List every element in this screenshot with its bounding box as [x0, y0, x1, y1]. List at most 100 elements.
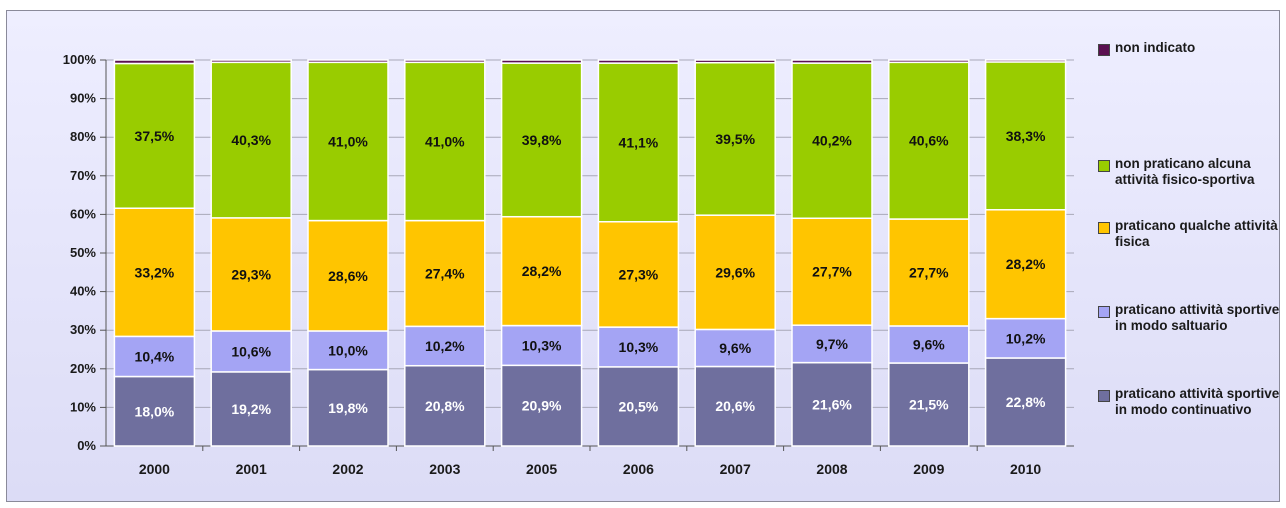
bar-segment: [694, 59, 776, 64]
bar-segment: [500, 215, 583, 327]
legend-swatch: [1098, 306, 1110, 318]
y-tick-label: 10%: [70, 399, 96, 414]
bar-segment: [694, 365, 776, 447]
bar-segment: [694, 214, 776, 331]
bar-segment: [210, 371, 292, 447]
bar-segment: [791, 324, 873, 364]
data-label: 29,3%: [231, 266, 271, 282]
x-tick-label: 2001: [236, 461, 267, 477]
data-label: 38,3%: [1006, 128, 1046, 144]
x-tick-label: 2003: [429, 461, 460, 477]
bar-segment: [984, 317, 1067, 359]
data-label: 21,6%: [812, 396, 852, 412]
data-label: 41,1%: [619, 134, 659, 150]
bar-segment: [404, 59, 486, 64]
bar-segment: [597, 62, 680, 223]
data-label: 10,2%: [1006, 330, 1046, 346]
data-label: 28,6%: [328, 268, 368, 284]
data-label: 28,2%: [1006, 256, 1046, 272]
data-label: 41,0%: [425, 133, 465, 149]
y-tick-label: 90%: [70, 91, 96, 106]
data-label: 20,8%: [425, 398, 465, 414]
data-label: 10,6%: [231, 343, 271, 359]
data-label: 27,3%: [619, 266, 659, 282]
data-label: 10,4%: [135, 348, 175, 364]
bar-segment: [888, 59, 970, 64]
x-tick-label: 2008: [816, 461, 847, 477]
legend-label: praticano attività sportive in modo cont…: [1115, 386, 1280, 417]
stacked-bar-chart: 0% 10% 20% 30% 40% 50% 60% 70% 80% 90% 100% 18,0% 10…: [63, 52, 1074, 477]
data-label: 27,7%: [812, 264, 852, 280]
data-label: 9,6%: [913, 336, 945, 352]
y-tick-label: 100%: [63, 52, 97, 67]
y-tick-label: 50%: [70, 245, 96, 260]
legend-swatch: [1098, 160, 1110, 172]
bar-segment: [113, 375, 196, 447]
y-tick-label: 0%: [77, 438, 96, 453]
bar-segment: [791, 217, 873, 326]
legend-label: praticano qualche attività fisica: [1115, 218, 1278, 249]
data-label: 28,2%: [522, 263, 562, 279]
bar-segment: [307, 59, 389, 64]
data-label: 40,2%: [812, 133, 852, 149]
data-label: 22,8%: [1006, 394, 1046, 410]
legend-item: praticano attività sportive in modo cont…: [1098, 386, 1285, 418]
legend-swatch: [1098, 44, 1110, 56]
bar-segment: [404, 364, 486, 447]
bar-segment: [210, 330, 292, 373]
bar-segment: [404, 61, 486, 222]
data-label: 18,0%: [135, 403, 175, 419]
y-tick-label: 60%: [70, 206, 96, 221]
data-label: 40,6%: [909, 133, 949, 149]
data-label: 37,5%: [135, 128, 175, 144]
legend-swatch: [1098, 222, 1110, 234]
x-tick-label: 2007: [720, 461, 751, 477]
bar-segment: [791, 59, 873, 64]
data-label: 10,0%: [328, 342, 368, 358]
y-tick-label: 40%: [70, 284, 96, 299]
data-label: 29,6%: [715, 264, 755, 280]
data-label: 10,3%: [619, 339, 659, 355]
data-label: 41,0%: [328, 133, 368, 149]
x-tick-label: 2005: [526, 461, 557, 477]
y-tick-label: 70%: [70, 168, 96, 183]
data-label: 10,3%: [522, 337, 562, 353]
legend-item: praticano qualche attività fisica: [1098, 218, 1285, 250]
data-label: 39,5%: [715, 131, 755, 147]
x-tick-label: 2000: [139, 461, 170, 477]
legend-item: praticano attività sportive in modo salt…: [1098, 302, 1285, 334]
data-label: 20,5%: [619, 398, 659, 414]
bar-segment: [210, 59, 292, 64]
x-tick-label: 2002: [332, 461, 363, 477]
data-label: 20,9%: [522, 398, 562, 414]
y-tick-label: 80%: [70, 129, 96, 144]
bar-segment: [694, 61, 776, 216]
data-label: 19,8%: [328, 400, 368, 416]
data-label: 27,7%: [909, 264, 949, 280]
data-label: 20,6%: [715, 398, 755, 414]
bar-segment: [984, 357, 1067, 447]
bar-segment: [597, 326, 680, 368]
legend-label: non praticano alcuna attività fisico-spo…: [1115, 156, 1255, 187]
data-label: 40,3%: [231, 132, 271, 148]
bar-segment: [791, 361, 873, 447]
data-label: 19,2%: [231, 401, 271, 417]
legend-swatch: [1098, 390, 1110, 402]
bar-segment: [984, 61, 1067, 211]
bar-segment: [307, 368, 389, 447]
data-label: 27,4%: [425, 265, 465, 281]
bar-segment: [694, 328, 776, 368]
x-tick-label: 2010: [1010, 461, 1041, 477]
bar-segment: [597, 59, 680, 64]
bar-segment: [307, 330, 389, 371]
y-tick-label: 30%: [70, 322, 96, 337]
legend-label: non indicato: [1115, 40, 1196, 55]
legend-label: praticano attività sportive in modo salt…: [1115, 302, 1280, 333]
bar-segment: [597, 366, 680, 447]
data-label: 39,8%: [522, 132, 562, 148]
data-label: 10,2%: [425, 338, 465, 354]
bar-segment: [500, 62, 583, 218]
bar-segment: [210, 217, 292, 332]
bar-segment: [791, 62, 873, 220]
bar-segment: [500, 59, 583, 64]
